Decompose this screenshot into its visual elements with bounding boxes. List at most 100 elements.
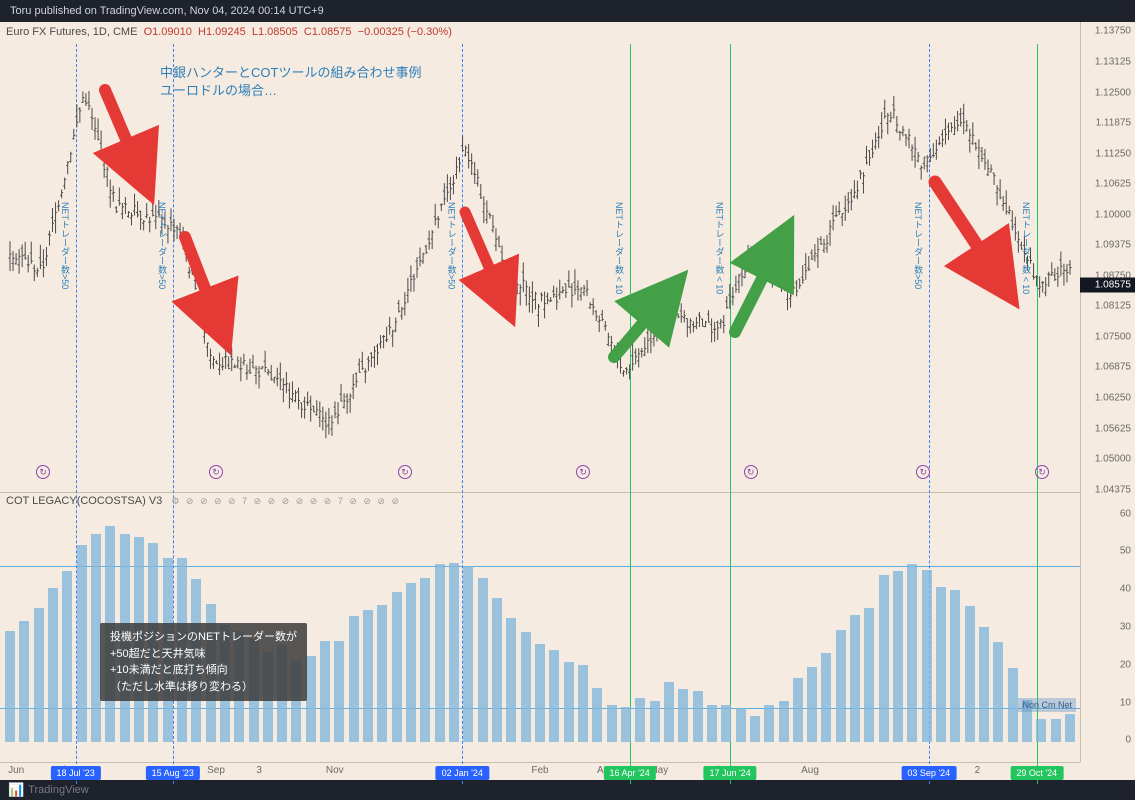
- cot-bar: [478, 578, 488, 742]
- y-tick: 1.10625: [1095, 179, 1131, 190]
- cot-bar: [907, 564, 917, 742]
- y-tick: 1.07500: [1095, 331, 1131, 342]
- cot-bar: [721, 705, 731, 742]
- y-tick: 1.06875: [1095, 362, 1131, 373]
- y-tick: 1.05625: [1095, 423, 1131, 434]
- cot-bar: [707, 705, 717, 742]
- x-tick: 3: [256, 765, 262, 776]
- cot-bar: [693, 691, 703, 742]
- cot-bar: [650, 701, 660, 742]
- main-price-pane[interactable]: Euro FX Futures, 1D, CME O1.09010 H1.092…: [0, 22, 1080, 492]
- cot-bar: [306, 656, 316, 742]
- cot-bar: [34, 608, 44, 742]
- cot-bar: [1036, 719, 1046, 742]
- cot-bar: [492, 598, 502, 742]
- cot-bar: [506, 618, 516, 742]
- cot-bar: [936, 587, 946, 742]
- last-price-label: 1.08575: [1080, 278, 1135, 293]
- cot-indicator-pane[interactable]: COT LEGACY(COCOSTSA) V3 ⚙ ⊘ ⊘ ⊘ ⊘ 7 ⊘ ⊘ …: [0, 492, 1080, 762]
- cot-bar: [864, 608, 874, 742]
- chart-container[interactable]: Euro FX Futures, 1D, CME O1.09010 H1.092…: [0, 22, 1135, 780]
- cot-bar: [850, 615, 860, 742]
- cot-bar: [564, 662, 574, 742]
- symbol: Euro FX Futures, 1D, CME: [6, 26, 137, 38]
- cot-bar: [48, 588, 58, 742]
- x-tick: 2: [975, 765, 981, 776]
- cot-bar: [521, 632, 531, 742]
- symbol-info: Euro FX Futures, 1D, CME O1.09010 H1.092…: [6, 26, 452, 38]
- settings-dots[interactable]: ⚙ ⊘ ⊘ ⊘ ⊘ 7 ⊘ ⊘ ⊘ ⊘ ⊘ ⊘ 7 ⊘ ⊘ ⊘ ⊘: [171, 496, 401, 506]
- cot-bar: [635, 698, 645, 742]
- cot-bar: [535, 644, 545, 742]
- x-tick: Aug: [801, 765, 819, 776]
- cot-bar: [836, 630, 846, 742]
- cot-bar: [578, 665, 588, 742]
- footer-bar: 📊 TradingView: [0, 780, 1135, 800]
- y-tick: 1.10000: [1095, 209, 1131, 220]
- publish-bar: Toru published on TradingView.com, Nov 0…: [0, 0, 1135, 22]
- cot-bar: [449, 563, 459, 742]
- cot-bar: [979, 627, 989, 742]
- y-tick: 0: [1125, 735, 1131, 746]
- cot-bar: [549, 650, 559, 742]
- annotation-title: 中銀ハンターとCOTツールの組み合わせ事例 ユーロドルの場合…: [160, 64, 421, 100]
- publish-text: Toru published on TradingView.com, Nov 0…: [10, 5, 324, 17]
- cot-bar: [793, 678, 803, 742]
- cot-bar: [420, 578, 430, 742]
- y-tick: 10: [1120, 697, 1131, 708]
- date-tag: 16 Apr '24: [604, 766, 656, 780]
- cot-bar: [5, 631, 15, 742]
- cot-bar: [678, 689, 688, 742]
- explanation-box: 投機ポジションのNETトレーダー数が +50超だと天井気味 +10未満だと底打ち…: [100, 623, 307, 701]
- cot-bar: [592, 688, 602, 742]
- cot-bar: [607, 705, 617, 742]
- date-tag: 18 Jul '23: [50, 766, 100, 780]
- cot-bar: [965, 606, 975, 742]
- x-tick: Feb: [531, 765, 548, 776]
- cot-bar: [807, 667, 817, 742]
- y-tick: 50: [1120, 546, 1131, 557]
- y-tick: 1.09375: [1095, 240, 1131, 251]
- y-tick: 1.04375: [1095, 484, 1131, 495]
- y-tick: 1.05000: [1095, 454, 1131, 465]
- cot-bar: [463, 566, 473, 742]
- cot-bar: [1051, 719, 1061, 742]
- cot-bar: [764, 705, 774, 742]
- y-tick: 30: [1120, 622, 1131, 633]
- cot-bar: [19, 621, 29, 742]
- cot-bar: [349, 616, 359, 742]
- x-tick: Sep: [207, 765, 225, 776]
- cot-bar: [392, 592, 402, 742]
- y-tick: 1.13750: [1095, 26, 1131, 37]
- y-tick: 1.06250: [1095, 393, 1131, 404]
- brand: TradingView: [28, 784, 89, 796]
- cot-bar: [893, 571, 903, 742]
- y-tick: 1.12500: [1095, 87, 1131, 98]
- y-tick: 20: [1120, 659, 1131, 670]
- date-tag: 02 Jan '24: [436, 766, 489, 780]
- indicator-title: COT LEGACY(COCOSTSA) V3 ⚙ ⊘ ⊘ ⊘ ⊘ 7 ⊘ ⊘ …: [6, 495, 401, 507]
- y-tick: 1.11250: [1096, 148, 1131, 159]
- date-tag: 03 Sep '24: [901, 766, 956, 780]
- time-axis[interactable]: JunJulSep3NovFebAprMayJulAug2 18 Jul '23…: [0, 762, 1080, 780]
- cot-bar: [664, 682, 674, 742]
- cot-bar: [750, 716, 760, 742]
- date-tag: 15 Aug '23: [146, 766, 200, 780]
- y-tick: 1.11875: [1096, 118, 1131, 129]
- cot-bar: [62, 571, 72, 742]
- price-axis[interactable]: 1.13750 1.13125 1.12500 1.11875 1.11250 1.106…: [1080, 22, 1135, 762]
- y-tick: 1.13125: [1095, 56, 1131, 67]
- y-tick: 1.08125: [1095, 301, 1131, 312]
- cot-bar: [363, 610, 373, 742]
- y-tick: 40: [1120, 584, 1131, 595]
- series-label: Non Cm Net: [1018, 698, 1076, 712]
- x-tick: Jun: [8, 765, 24, 776]
- cot-bar: [993, 642, 1003, 742]
- cot-bar: [334, 641, 344, 742]
- cot-bar: [1008, 668, 1018, 742]
- cot-bar: [435, 564, 445, 742]
- cot-bar: [377, 605, 387, 742]
- cot-bar: [736, 708, 746, 742]
- cot-bar: [1065, 714, 1075, 742]
- cot-bar: [320, 641, 330, 742]
